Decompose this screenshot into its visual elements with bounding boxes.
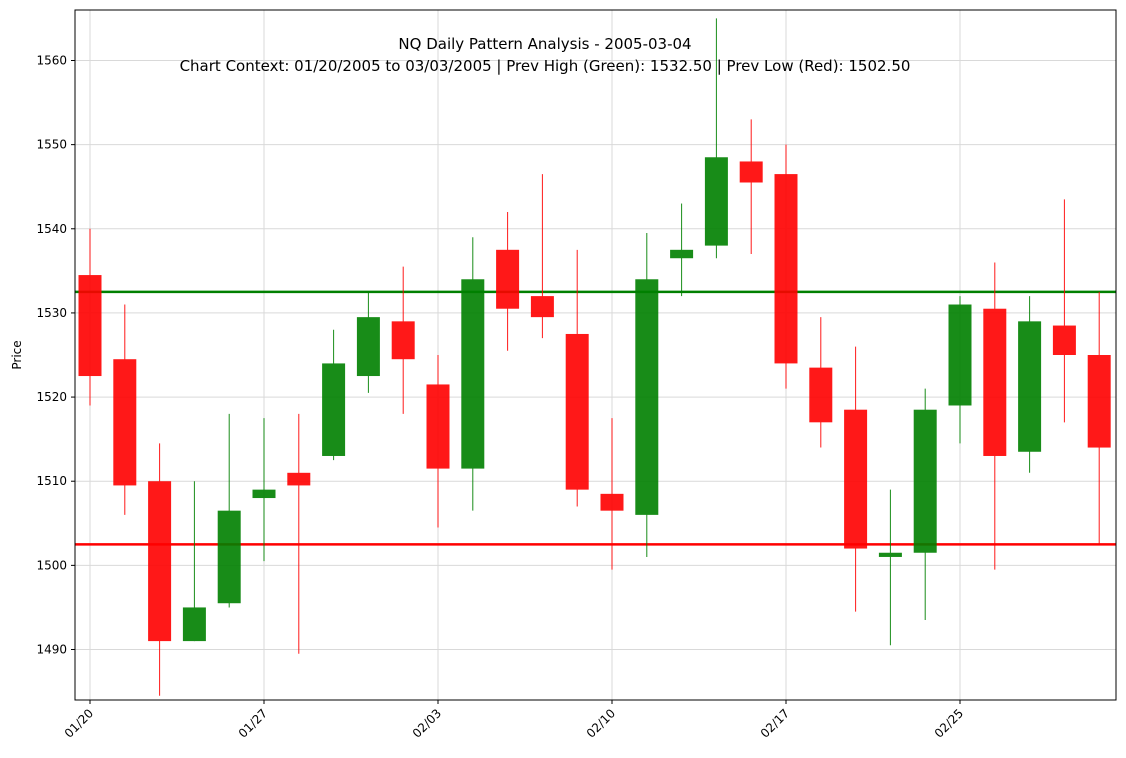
candle — [496, 211, 520, 351]
candle-body-up — [704, 157, 728, 246]
candle — [600, 418, 624, 570]
x-tick-label: 01/20 — [62, 706, 96, 740]
candle-body-down — [739, 161, 763, 183]
y-tick-label: 1560 — [36, 53, 67, 67]
y-tick-label: 1490 — [36, 643, 67, 657]
candle-body-down — [600, 493, 624, 511]
candle — [148, 443, 172, 696]
candle — [809, 317, 833, 448]
candle-body-down — [983, 308, 1007, 456]
candle-body-up — [217, 510, 241, 604]
candle-body-down — [426, 384, 450, 469]
y-tick-label: 1520 — [36, 390, 67, 404]
candle-body-up — [670, 249, 694, 259]
candle-body-down — [287, 472, 311, 486]
candle — [113, 304, 137, 515]
candle-body-down — [148, 481, 172, 642]
candle — [670, 203, 694, 297]
candle — [774, 144, 798, 389]
candle — [1018, 296, 1042, 473]
y-tick-label: 1530 — [36, 306, 67, 320]
candle-body-down — [391, 321, 415, 360]
candle — [635, 232, 659, 557]
candle-body-up — [635, 279, 659, 515]
candle — [913, 388, 937, 621]
candle — [565, 249, 589, 507]
candle-body-down — [1052, 325, 1076, 355]
candle — [461, 237, 485, 511]
x-tick-label: 01/27 — [236, 706, 270, 740]
candle — [252, 418, 276, 562]
x-tick-label: 02/25 — [932, 706, 966, 740]
candle — [217, 413, 241, 608]
candle-body-up — [948, 304, 972, 406]
candle — [530, 174, 554, 339]
chart-subtitle: Chart Context: 01/20/2005 to 03/03/2005 … — [180, 57, 911, 75]
candle-body-down — [774, 174, 798, 364]
candle — [1052, 199, 1076, 423]
x-axis-ticks: 01/20 01/27 02/03 02/10 02/17 02/25 — [62, 700, 966, 741]
candle — [704, 18, 728, 259]
candle-body-up — [182, 607, 206, 642]
candle-body-down — [844, 409, 868, 549]
candle-body-up — [356, 317, 380, 377]
x-tick-label: 02/10 — [584, 706, 618, 740]
reference-lines — [75, 290, 1116, 546]
candle — [322, 329, 346, 461]
candle — [426, 355, 450, 528]
candle-body-up — [913, 409, 937, 553]
y-axis-label: Price — [10, 340, 24, 369]
candle — [1087, 291, 1111, 545]
candle — [356, 291, 380, 393]
y-axis-ticks: 1490 1500 1510 1520 1530 1540 1550 1560 — [36, 53, 75, 657]
plot-frame — [74, 9, 1117, 701]
y-tick-label: 1550 — [36, 138, 67, 152]
candle — [739, 119, 763, 255]
candle-body-down — [530, 296, 554, 318]
candle — [948, 296, 972, 444]
candle-body-up — [1018, 321, 1042, 452]
candle — [78, 228, 102, 406]
candles — [78, 18, 1111, 696]
candle — [983, 262, 1007, 570]
candle — [287, 413, 311, 654]
x-tick-label: 02/03 — [410, 706, 444, 740]
candle-body-down — [78, 275, 102, 377]
candle — [878, 489, 902, 646]
candle-body-up — [461, 279, 485, 469]
candle — [844, 346, 868, 612]
candle-body-down — [1087, 355, 1111, 448]
candle — [391, 266, 415, 414]
candle-body-up — [252, 489, 276, 499]
candle-body-down — [809, 367, 833, 423]
chart-title: NQ Daily Pattern Analysis - 2005-03-04 — [398, 35, 691, 53]
y-tick-label: 1540 — [36, 222, 67, 236]
candle-body-down — [565, 333, 589, 490]
candle-body-down — [496, 249, 520, 309]
candle — [182, 481, 206, 642]
candle-body-up — [322, 363, 346, 456]
y-tick-label: 1500 — [36, 558, 67, 572]
candle-body-down — [113, 359, 137, 486]
candle-body-up — [878, 552, 902, 557]
y-tick-label: 1510 — [36, 474, 67, 488]
x-tick-label: 02/17 — [758, 706, 792, 740]
